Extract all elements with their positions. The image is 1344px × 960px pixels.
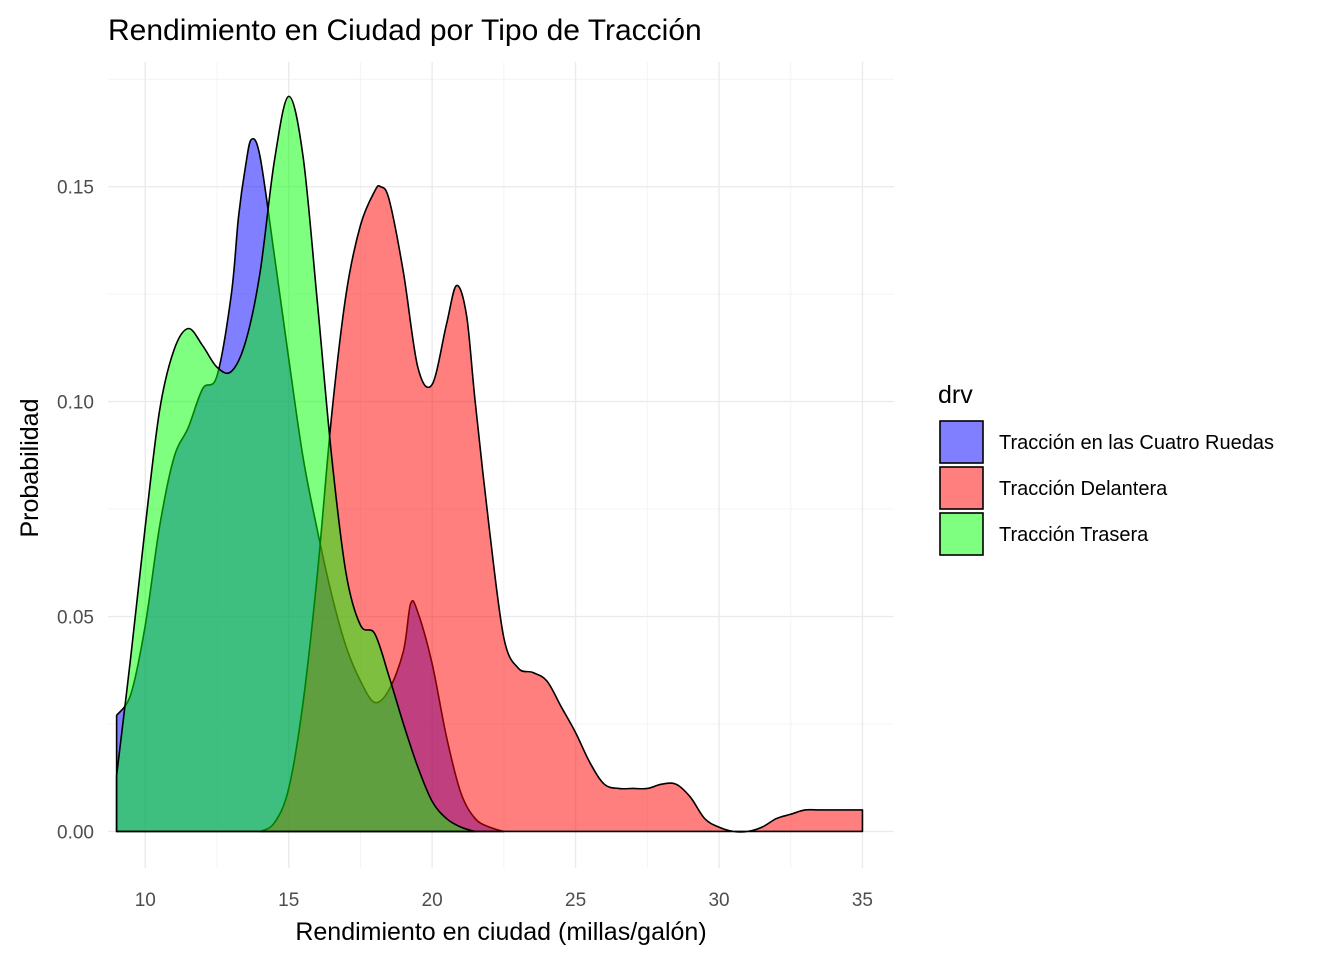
legend-label: Tracción Delantera [999, 478, 1168, 500]
x-tick-label: 10 [135, 890, 156, 911]
legend: drv Tracción en las Cuatro Ruedas Tracció… [938, 381, 1274, 556]
y-tick-label: 0.05 [57, 608, 94, 629]
density-areas [115, 95, 864, 833]
y-tick-label: 0.10 [57, 393, 94, 414]
x-tick-label: 30 [708, 890, 729, 911]
legend-key-swatch [939, 512, 984, 556]
y-tick-label: 0.00 [57, 822, 94, 843]
density-area-3 [115, 95, 476, 833]
legend-key-swatch [939, 420, 984, 464]
x-tick-label: 20 [422, 890, 443, 911]
y-axis-label: Probabilidad [16, 399, 44, 538]
density-area-2 [259, 184, 864, 833]
legend-title: drv [938, 381, 973, 409]
legend-label: Tracción Trasera [999, 524, 1149, 546]
x-axis-ticks: 10 15 20 25 30 35 [135, 890, 873, 911]
x-tick-label: 25 [565, 890, 586, 911]
y-tick-label: 0.15 [57, 178, 94, 199]
y-axis-ticks: 0.00 0.05 0.10 0.15 [57, 178, 94, 844]
legend-key-swatch [939, 466, 984, 510]
chart-title: Rendimiento en Ciudad por Tipo de Tracci… [108, 14, 702, 47]
x-tick-label: 35 [852, 890, 873, 911]
legend-label: Tracción en las Cuatro Ruedas [999, 432, 1274, 454]
x-tick-label: 15 [278, 890, 299, 911]
x-axis-label: Rendimiento en ciudad (millas/galón) [295, 918, 706, 946]
